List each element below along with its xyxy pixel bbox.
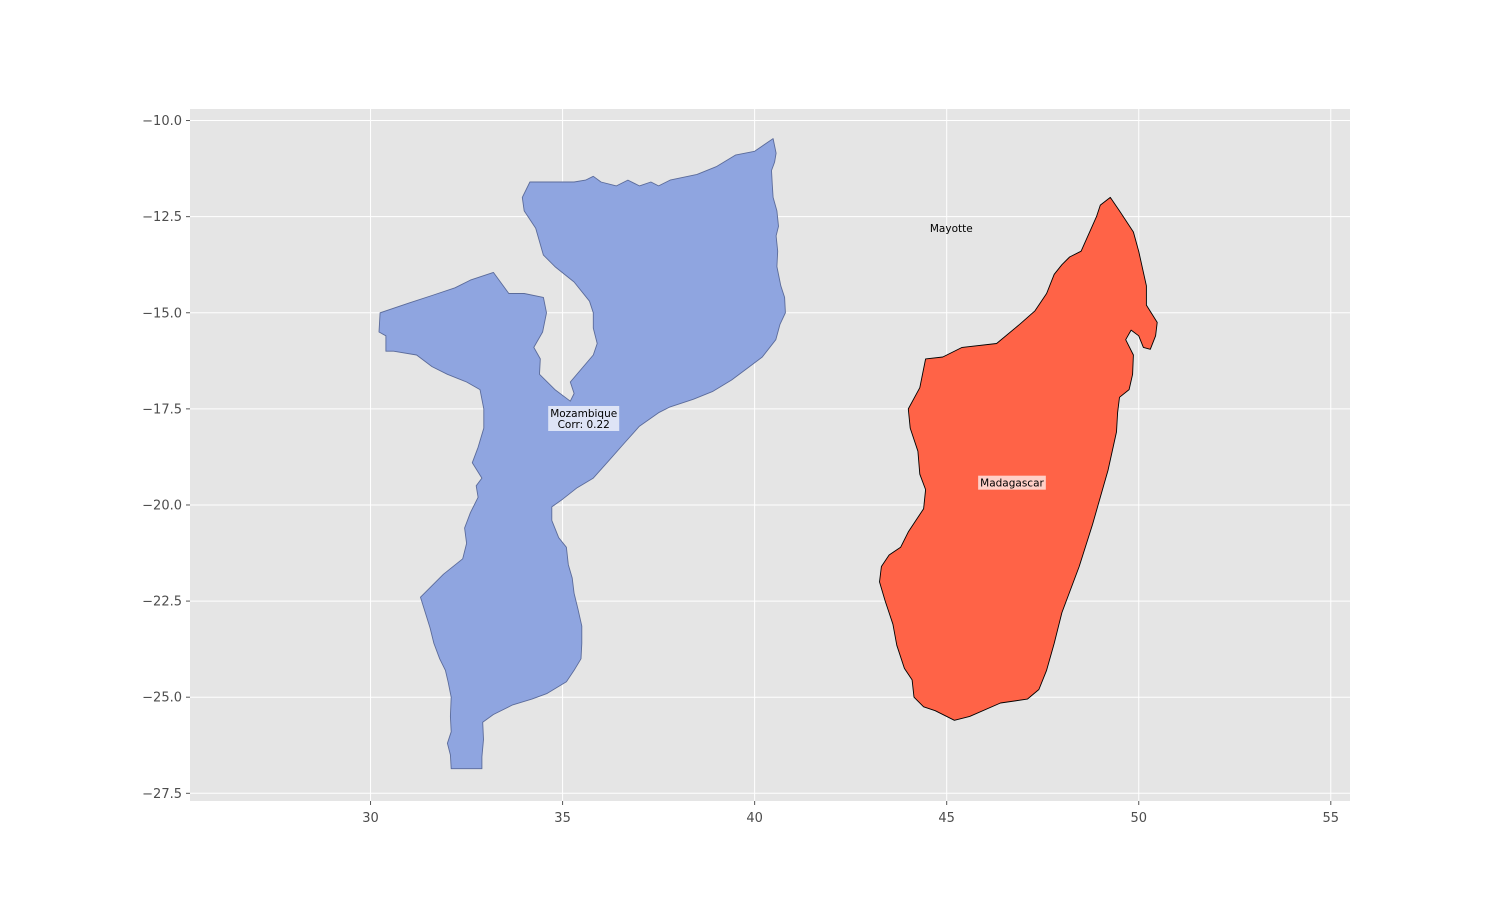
y-tick-label: −22.5 xyxy=(142,595,182,610)
y-tick-label: −10.0 xyxy=(142,114,182,129)
madagascar-label: Madagascar xyxy=(978,475,1046,490)
y-tick-label: −20.0 xyxy=(142,498,182,513)
mozambique-shape xyxy=(378,138,786,770)
x-tick-label: 40 xyxy=(746,811,763,826)
x-tick-label: 50 xyxy=(1130,811,1147,826)
madagascar-label-line: Madagascar xyxy=(980,477,1044,489)
madagascar-shape xyxy=(879,196,1158,721)
mozambique-label-line: Mozambique xyxy=(550,408,617,420)
y-tick-label: −27.5 xyxy=(142,787,182,802)
x-tick-label: 45 xyxy=(938,811,955,826)
country-shapes xyxy=(378,138,1158,770)
y-tick-label: −15.0 xyxy=(142,306,182,321)
y-tick-label: −25.0 xyxy=(142,691,182,706)
mozambique-label-box xyxy=(548,405,620,431)
x-tick-label: 35 xyxy=(554,811,571,826)
y-tick-label: −17.5 xyxy=(142,402,182,417)
mozambique-label-line: Corr: 0.22 xyxy=(558,419,610,431)
x-tick-label: 30 xyxy=(362,811,379,826)
y-tick-label: −12.5 xyxy=(142,210,182,225)
x-tick-label: 55 xyxy=(1323,811,1340,826)
madagascar-label-box xyxy=(978,475,1046,490)
x-axis: 30 35 40 45 50 55 xyxy=(362,801,1339,826)
mayotte-label: Mayotte xyxy=(930,223,973,235)
y-axis: −10.0 −12.5 −15.0 −17.5 −20.0 −22.5 −25.0 −27.5 xyxy=(142,114,190,802)
